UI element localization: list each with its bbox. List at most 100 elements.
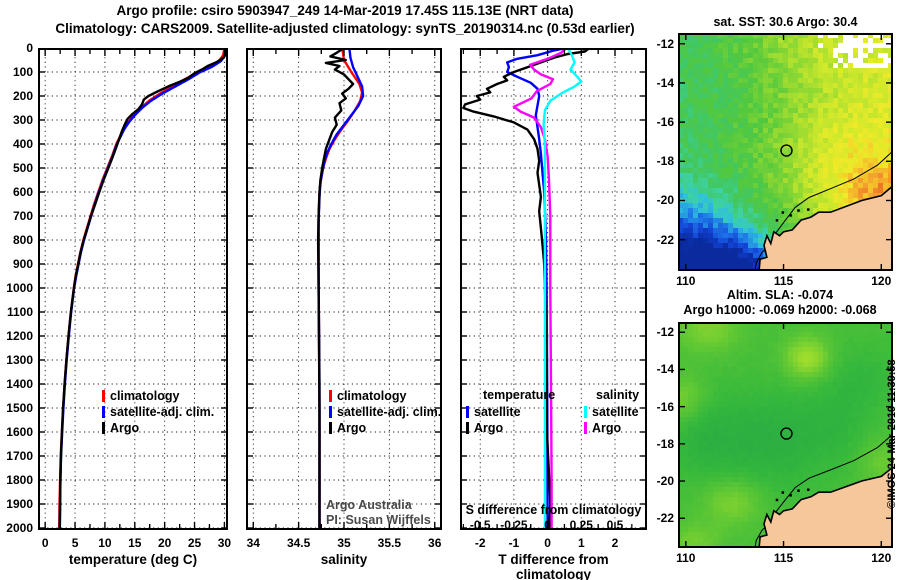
figure-title: Argo profile: csiro 5903947_249 14-Mar-2… xyxy=(116,3,574,18)
legend-label: climatology xyxy=(110,389,180,403)
s-diff-tick-label: -0.5 xyxy=(469,518,491,532)
legend-item: Argo xyxy=(102,420,214,436)
satellite-clim-color-swatch xyxy=(329,406,332,418)
depth-tick-label: 600 xyxy=(12,185,33,199)
legend-item: Argo xyxy=(584,420,639,436)
map-lat-tick-label: -18 xyxy=(656,154,674,169)
depth-tick-label: 100 xyxy=(12,65,33,79)
map-lon-tick-label: 110 xyxy=(676,551,696,565)
sla-map-title-line2: Argo h1000: -0.069 h2000: -0.068 xyxy=(683,303,877,317)
x-tick-label: 1 xyxy=(577,536,585,550)
map-lat-tick-label: -22 xyxy=(656,232,674,247)
salinity-diff-legend-header: salinity xyxy=(596,388,640,402)
legend-label: satellite-adj. clim. xyxy=(337,405,442,419)
temperature-diff-legend-header: temperature xyxy=(483,388,556,402)
legend-item: satellite-adj. clim. xyxy=(329,404,441,420)
depth-tick-label: 400 xyxy=(12,137,33,151)
map-lat-tick-label: -16 xyxy=(656,115,674,130)
depth-tick-label: 1100 xyxy=(6,305,33,319)
x-tick-label: 25 xyxy=(187,536,202,550)
depth-tick-label: 1900 xyxy=(6,497,33,511)
salinity-axis-label: salinity xyxy=(320,552,368,567)
x-tick-label: 0 xyxy=(544,536,551,550)
map-lon-tick-label: 120 xyxy=(871,274,892,288)
depth-tick-label: 800 xyxy=(12,233,33,247)
temperature-axis-label: temperature (deg C) xyxy=(68,552,198,567)
depth-tick-label: 0 xyxy=(26,41,33,55)
x-tick-label: 35.5 xyxy=(377,536,402,550)
tdiff-axis-label: T difference from climatology xyxy=(498,552,609,580)
sst-map-title: sat. SST: 30.6 Argo: 30.4 xyxy=(713,15,858,29)
argo-color-swatch xyxy=(466,422,469,434)
depth-tick-label: 500 xyxy=(12,161,33,175)
legend-label: Argo xyxy=(110,421,140,435)
map-lat-tick-label: -22 xyxy=(656,511,674,526)
legend-item: satellite-adj. clim. xyxy=(102,404,214,420)
x-tick-label: 35 xyxy=(337,536,351,550)
map-lat-tick-label: -14 xyxy=(656,362,674,377)
legend-label: satellite-adj. clim. xyxy=(110,405,215,419)
difference-profile-plot xyxy=(460,48,647,530)
imos-credit: ©IMOS 24-Mar-2019 11:39:58 xyxy=(886,359,898,509)
depth-tick-label: 700 xyxy=(12,209,33,223)
x-tick-label: 0 xyxy=(41,536,49,550)
depth-tick-label: 1600 xyxy=(6,425,33,439)
map-lon-tick-label: 120 xyxy=(871,551,892,565)
x-tick-label: -1 xyxy=(508,536,520,550)
s-diff-tick-label: -0.25 xyxy=(500,518,528,532)
climatology-color-swatch xyxy=(102,390,105,402)
map-lat-tick-label: -16 xyxy=(656,399,674,414)
temperature-legend: climatology satellite-adj. clim. Argo xyxy=(102,388,214,436)
attribution-line: Argo Australia xyxy=(326,498,412,512)
salinity-profile-plot xyxy=(246,48,442,530)
x-tick-label: 30 xyxy=(217,536,232,550)
x-tick-label: 10 xyxy=(98,536,112,550)
legend-item: climatology xyxy=(102,388,214,404)
x-tick-label: 2 xyxy=(611,536,619,550)
legend-item: satellite xyxy=(584,404,639,420)
depth-tick-label: 200 xyxy=(12,89,33,103)
depth-tick-label: 900 xyxy=(12,257,33,271)
satellite-color-swatch xyxy=(584,406,587,418)
s-diff-tick-label: 0 xyxy=(544,518,551,532)
salinity-diff-legend: satellite Argo xyxy=(584,404,639,436)
x-tick-label: -2 xyxy=(474,536,486,550)
map-lat-tick-label: -20 xyxy=(656,474,674,489)
satellite-clim-color-swatch xyxy=(102,406,105,418)
x-tick-label: 36 xyxy=(428,536,442,550)
temperature-diff-legend: satellite Argo xyxy=(466,404,521,436)
temperature-profile-plot xyxy=(38,48,228,530)
satellite-color-swatch xyxy=(466,406,469,418)
salinity-legend: climatology satellite-adj. clim. Argo xyxy=(329,388,441,436)
legend-label: Argo xyxy=(592,421,622,435)
depth-tick-label: 1000 xyxy=(6,281,33,295)
map-lat-tick-label: -20 xyxy=(656,193,674,208)
attribution-note: Argo Australia PI: Susan Wijffels xyxy=(326,498,431,528)
s-diff-tick-label: 0.5 xyxy=(606,518,624,532)
figure-subtitle: Climatology: CARS2009. Satellite-adjuste… xyxy=(55,21,635,36)
map-lat-tick-label: -14 xyxy=(656,75,674,90)
depth-tick-label: 1300 xyxy=(6,353,33,367)
x-tick-label: 20 xyxy=(157,536,172,550)
argo-color-swatch xyxy=(584,422,587,434)
legend-item: Argo xyxy=(466,420,521,436)
sla-map-title-line1: Altim. SLA: -0.074 xyxy=(726,288,834,302)
map-lon-tick-label: 115 xyxy=(773,274,794,288)
depth-tick-label: 300 xyxy=(12,113,33,127)
argo-color-swatch xyxy=(329,422,332,434)
depth-tick-label: 1500 xyxy=(6,401,33,415)
legend-label: satellite xyxy=(592,405,639,419)
map-lon-tick-label: 115 xyxy=(773,551,794,565)
depth-tick-label: 1400 xyxy=(6,377,33,391)
attribution-line: PI: Susan Wijffels xyxy=(326,513,431,527)
x-tick-label: 34 xyxy=(246,536,260,550)
x-tick-label: 5 xyxy=(71,536,79,550)
depth-tick-label: 1800 xyxy=(6,473,33,487)
sla-map xyxy=(678,322,893,548)
x-tick-label: 34.5 xyxy=(286,536,311,550)
argo-color-swatch xyxy=(102,422,105,434)
depth-tick-label: 1700 xyxy=(6,449,33,463)
map-lat-tick-label: -12 xyxy=(656,36,674,51)
sst-map xyxy=(678,33,893,271)
